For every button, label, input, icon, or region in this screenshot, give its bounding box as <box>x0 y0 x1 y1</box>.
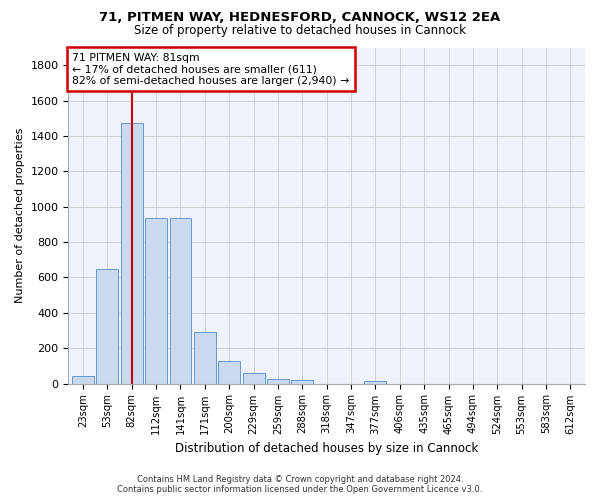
Bar <box>242 373 265 384</box>
Text: Contains HM Land Registry data © Crown copyright and database right 2024.
Contai: Contains HM Land Registry data © Crown c… <box>118 474 482 494</box>
Bar <box>194 332 216 384</box>
Text: Size of property relative to detached houses in Cannock: Size of property relative to detached ho… <box>134 24 466 37</box>
Text: 71 PITMEN WAY: 81sqm
← 17% of detached houses are smaller (611)
82% of semi-deta: 71 PITMEN WAY: 81sqm ← 17% of detached h… <box>72 53 349 86</box>
Bar <box>72 376 94 384</box>
Text: 71, PITMEN WAY, HEDNESFORD, CANNOCK, WS12 2EA: 71, PITMEN WAY, HEDNESFORD, CANNOCK, WS1… <box>100 11 500 24</box>
Bar <box>170 218 191 384</box>
Bar <box>145 218 167 384</box>
X-axis label: Distribution of detached houses by size in Cannock: Distribution of detached houses by size … <box>175 442 478 455</box>
Bar <box>97 268 118 384</box>
Bar <box>218 362 240 384</box>
Bar <box>292 380 313 384</box>
Y-axis label: Number of detached properties: Number of detached properties <box>15 128 25 303</box>
Bar <box>267 379 289 384</box>
Bar <box>121 122 143 384</box>
Bar <box>364 381 386 384</box>
